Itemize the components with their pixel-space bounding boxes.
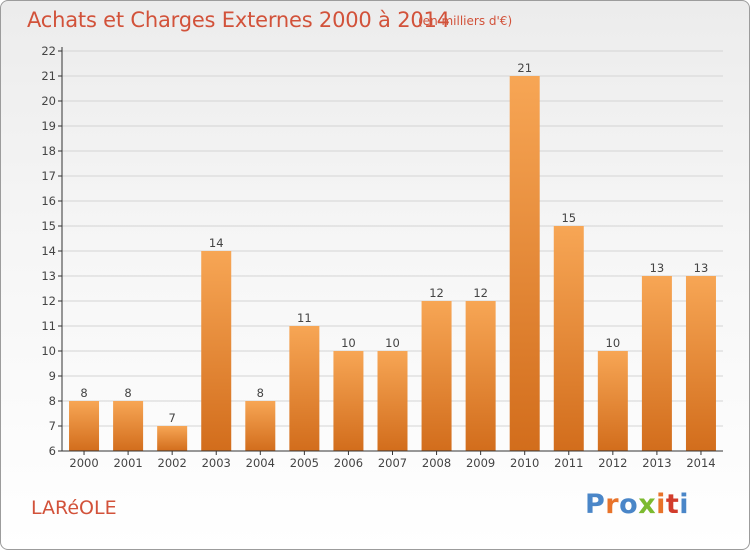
bar	[113, 401, 144, 451]
bar-value-label: 8	[124, 386, 131, 400]
commune-name: LARéOLE	[31, 497, 117, 519]
x-tick-label: 2012	[598, 456, 627, 470]
bar	[597, 351, 628, 451]
bar	[157, 426, 188, 451]
bar	[553, 226, 584, 451]
data-labels: 8 8 7 14 8 11 10 10 12 12 21 15 10 13 13	[80, 61, 708, 425]
y-tick-label: 14	[41, 244, 56, 258]
bar	[685, 276, 716, 451]
bar	[509, 76, 540, 451]
bar-value-label: 8	[257, 386, 264, 400]
x-tick-label: 2005	[290, 456, 319, 470]
y-tick-label: 22	[41, 44, 56, 58]
x-tick-label: 2004	[246, 456, 275, 470]
bar	[245, 401, 276, 451]
logo-letter: i	[679, 489, 690, 520]
bar-value-label: 11	[297, 311, 312, 325]
y-tick-label: 15	[41, 219, 56, 233]
y-tick-label: 20	[41, 94, 56, 108]
x-tick-labels: 2000 2001 2002 2003 2004 2005 2006 2007 2008 2009…	[69, 456, 715, 470]
x-tick-label: 2002	[158, 456, 187, 470]
axes	[58, 47, 723, 455]
bar	[465, 301, 496, 451]
y-tick-label: 10	[41, 344, 56, 358]
bar-value-label: 12	[473, 286, 488, 300]
y-tick-label: 8	[49, 394, 56, 408]
y-tick-label: 17	[41, 169, 56, 183]
bar	[421, 301, 452, 451]
bar	[69, 401, 100, 451]
bar-value-label: 15	[561, 211, 576, 225]
logo-letter: t	[665, 489, 680, 520]
bar	[641, 276, 672, 451]
proxiti-logo[interactable]: Proxiti	[585, 489, 689, 520]
x-tick-label: 2003	[202, 456, 231, 470]
bar-value-label: 12	[429, 286, 444, 300]
logo-letter: x	[638, 489, 657, 520]
bar-value-label: 21	[517, 61, 532, 75]
bar-value-label: 13	[650, 261, 665, 275]
y-tick-label: 12	[41, 294, 56, 308]
x-tick-label: 2013	[642, 456, 671, 470]
bar-value-label: 7	[169, 411, 176, 425]
y-tick-label: 6	[49, 444, 56, 458]
chart-unit-label: (en milliers d'€)	[418, 14, 513, 28]
bar-value-label: 8	[80, 386, 87, 400]
y-tick-label: 7	[49, 419, 56, 433]
x-tick-label: 2009	[466, 456, 495, 470]
x-tick-label: 2007	[378, 456, 407, 470]
bar	[201, 251, 232, 451]
y-tick-labels: 6 7 8 9 10 11 12 13 14 15 16 17 18 19 20 21 22	[41, 44, 56, 458]
logo-letter: o	[619, 489, 639, 520]
chart-title: Achats et Charges Externes 2000 à 2014	[27, 8, 450, 32]
x-tick-label: 2006	[334, 456, 363, 470]
logo-letter: r	[605, 489, 620, 520]
y-tick-label: 9	[49, 369, 56, 383]
x-tick-label: 2001	[113, 456, 142, 470]
x-tick-label: 2011	[554, 456, 583, 470]
y-tick-label: 16	[41, 194, 56, 208]
x-tick-label: 2014	[686, 456, 715, 470]
bars	[69, 76, 716, 451]
bar-value-label: 13	[694, 261, 709, 275]
bar-value-label: 14	[209, 236, 224, 250]
y-tick-label: 21	[41, 69, 56, 83]
y-tick-label: 13	[41, 269, 56, 283]
x-tick-label: 2000	[69, 456, 98, 470]
bar	[289, 326, 320, 451]
x-tick-label: 2010	[510, 456, 539, 470]
bar-value-label: 10	[385, 336, 400, 350]
y-tick-label: 18	[41, 144, 56, 158]
x-tick-label: 2008	[422, 456, 451, 470]
y-tick-label: 11	[41, 319, 56, 333]
bar-value-label: 10	[341, 336, 356, 350]
bar-value-label: 10	[606, 336, 621, 350]
bar	[377, 351, 408, 451]
logo-letter: i	[656, 489, 666, 520]
y-tick-label: 19	[41, 119, 56, 133]
bar	[333, 351, 364, 451]
logo-letter: P	[585, 489, 606, 520]
